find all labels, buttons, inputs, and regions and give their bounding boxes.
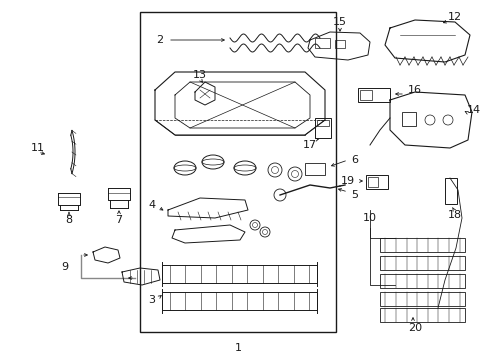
Text: 14: 14 <box>466 105 480 115</box>
Bar <box>314 118 330 138</box>
Bar <box>379 308 464 322</box>
Text: 11: 11 <box>31 143 45 153</box>
Text: 19: 19 <box>340 176 354 186</box>
Bar <box>316 120 328 126</box>
Text: 5: 5 <box>351 190 358 200</box>
Bar <box>379 292 464 306</box>
Text: 1: 1 <box>234 343 241 353</box>
Text: 7: 7 <box>115 215 122 225</box>
Text: 9: 9 <box>61 262 68 272</box>
Text: 12: 12 <box>447 12 461 22</box>
Text: 3: 3 <box>148 295 155 305</box>
Text: 16: 16 <box>407 85 421 95</box>
Text: 2: 2 <box>156 35 163 45</box>
Bar <box>314 38 329 48</box>
Bar <box>305 163 325 175</box>
Text: 13: 13 <box>193 70 206 80</box>
Bar <box>162 265 316 283</box>
Text: 4: 4 <box>148 200 155 210</box>
Text: 17: 17 <box>303 140 316 150</box>
Bar <box>367 177 377 187</box>
Bar <box>357 88 389 102</box>
Bar <box>162 292 316 310</box>
Bar <box>444 178 456 204</box>
Text: 20: 20 <box>407 323 421 333</box>
Bar <box>379 274 464 288</box>
Text: 15: 15 <box>332 17 346 27</box>
Bar <box>334 40 345 48</box>
Bar <box>401 112 415 126</box>
Text: 8: 8 <box>65 215 72 225</box>
Text: 6: 6 <box>351 155 358 165</box>
Bar <box>365 175 387 189</box>
Bar <box>359 90 371 100</box>
Bar <box>379 256 464 270</box>
Bar <box>140 12 335 332</box>
Text: 18: 18 <box>447 210 461 220</box>
Bar <box>379 238 464 252</box>
Text: 10: 10 <box>362 213 376 223</box>
